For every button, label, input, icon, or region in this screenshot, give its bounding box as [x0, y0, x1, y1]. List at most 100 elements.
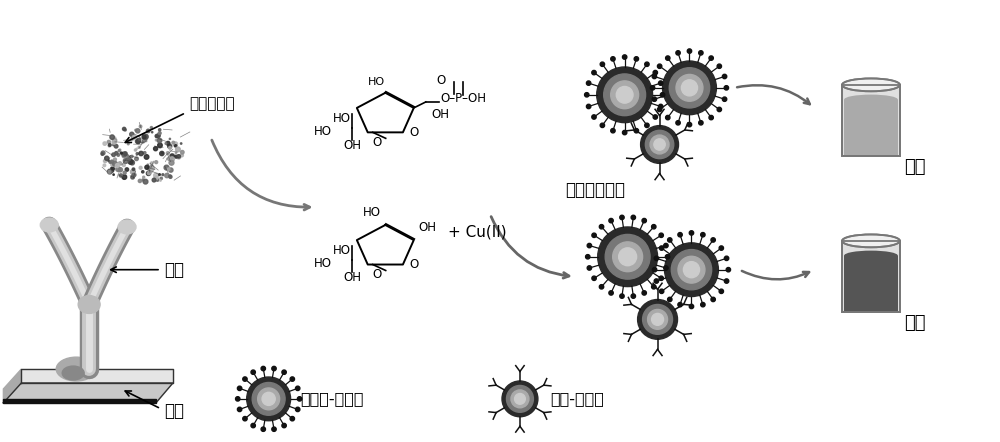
Text: 红色: 红色 [904, 158, 925, 176]
Circle shape [128, 160, 133, 164]
Circle shape [123, 127, 126, 130]
Text: HO: HO [333, 244, 351, 257]
Ellipse shape [56, 357, 96, 381]
Circle shape [139, 166, 142, 169]
Circle shape [103, 142, 106, 145]
Circle shape [659, 276, 663, 281]
Circle shape [162, 152, 163, 154]
Circle shape [157, 134, 160, 137]
Circle shape [124, 152, 127, 156]
Circle shape [107, 141, 110, 144]
Circle shape [722, 74, 727, 79]
Circle shape [169, 160, 174, 165]
Circle shape [676, 51, 680, 55]
Circle shape [136, 148, 137, 149]
Circle shape [110, 135, 114, 139]
Circle shape [515, 393, 525, 404]
Circle shape [107, 169, 112, 174]
Circle shape [169, 138, 171, 140]
Circle shape [173, 142, 178, 146]
Circle shape [128, 158, 130, 161]
Circle shape [506, 385, 533, 412]
Bar [842, 241, 900, 312]
Circle shape [169, 147, 171, 149]
Ellipse shape [842, 234, 900, 248]
Circle shape [177, 155, 180, 158]
Circle shape [154, 176, 158, 179]
Circle shape [699, 51, 703, 55]
Circle shape [587, 244, 592, 248]
Circle shape [611, 129, 615, 133]
Circle shape [160, 180, 161, 181]
Text: + Cu(II): + Cu(II) [448, 225, 507, 240]
Bar [844, 99, 898, 156]
Circle shape [724, 256, 729, 260]
Circle shape [717, 64, 722, 69]
Circle shape [243, 377, 247, 381]
Text: 叠氮基-纳米金: 叠氮基-纳米金 [301, 391, 364, 406]
Circle shape [258, 388, 280, 410]
Circle shape [118, 150, 120, 152]
Circle shape [605, 234, 650, 279]
Circle shape [119, 149, 121, 151]
Circle shape [282, 370, 286, 374]
Circle shape [251, 370, 255, 374]
Ellipse shape [40, 218, 58, 232]
Circle shape [138, 138, 141, 140]
Circle shape [634, 57, 639, 61]
Polygon shape [3, 383, 173, 403]
Text: O: O [373, 268, 382, 282]
Circle shape [622, 55, 627, 59]
Circle shape [115, 152, 118, 155]
Circle shape [272, 427, 276, 431]
Circle shape [657, 64, 662, 69]
Circle shape [125, 168, 129, 171]
Circle shape [645, 130, 674, 159]
Circle shape [592, 115, 596, 119]
Circle shape [282, 423, 286, 428]
Circle shape [131, 155, 133, 157]
Circle shape [654, 279, 659, 283]
Circle shape [169, 168, 173, 172]
Circle shape [145, 165, 149, 169]
Text: 抗体: 抗体 [164, 261, 184, 279]
Circle shape [130, 160, 134, 165]
Circle shape [148, 168, 153, 173]
Circle shape [658, 104, 663, 109]
Circle shape [124, 129, 126, 131]
Text: HO: HO [314, 257, 332, 271]
Circle shape [117, 154, 120, 156]
Text: OH: OH [419, 221, 437, 234]
Circle shape [146, 129, 150, 133]
Circle shape [152, 167, 154, 170]
Circle shape [613, 242, 643, 272]
Ellipse shape [62, 366, 84, 380]
Text: HO: HO [333, 112, 351, 125]
Circle shape [110, 169, 114, 172]
Circle shape [654, 139, 665, 150]
Circle shape [664, 266, 668, 270]
Circle shape [152, 178, 156, 182]
Circle shape [165, 173, 169, 178]
Circle shape [643, 305, 673, 334]
Circle shape [653, 70, 658, 75]
Circle shape [166, 141, 170, 145]
Circle shape [165, 143, 167, 144]
Text: O: O [409, 126, 418, 139]
Circle shape [681, 80, 698, 96]
Circle shape [112, 140, 116, 144]
Circle shape [609, 291, 613, 295]
Circle shape [711, 297, 715, 301]
Circle shape [150, 165, 154, 169]
Circle shape [122, 164, 125, 167]
Circle shape [160, 177, 162, 179]
Circle shape [118, 162, 122, 165]
Circle shape [143, 176, 145, 178]
Circle shape [135, 157, 138, 160]
Circle shape [136, 139, 140, 144]
Ellipse shape [118, 220, 136, 234]
Ellipse shape [844, 95, 898, 105]
Circle shape [641, 126, 679, 164]
Circle shape [135, 139, 140, 144]
Circle shape [175, 155, 178, 158]
